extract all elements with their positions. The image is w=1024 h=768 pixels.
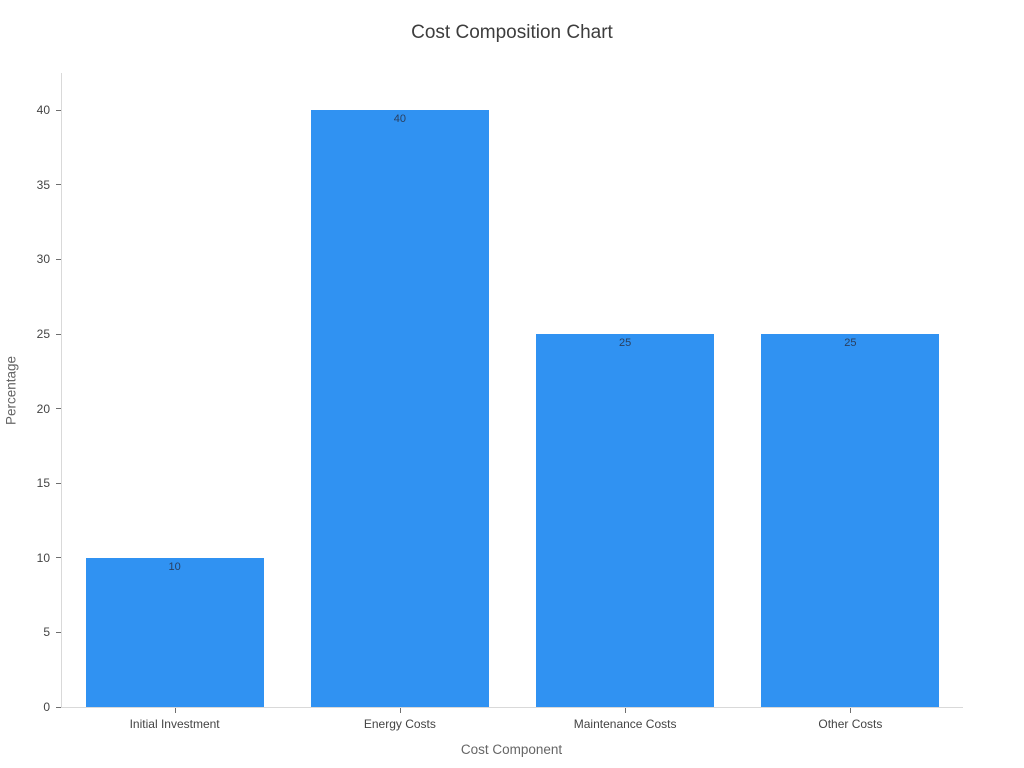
y-axis-tick-mark xyxy=(56,482,61,484)
y-axis-tick-mark xyxy=(56,184,61,186)
x-axis-tick-mark xyxy=(850,708,852,713)
bar-value-label-initial-investment: 10 xyxy=(168,560,181,573)
plot-area: 0 5 10 15 20 25 30 35 40 10 Initial Investment 40 En… xyxy=(37,73,963,731)
bar-energy-costs: 40 xyxy=(310,110,489,707)
x-axis-tick-mark xyxy=(174,708,176,713)
y-axis-tick-mark xyxy=(56,706,61,708)
y-axis-tick-mark xyxy=(56,333,61,335)
y-axis-tick-label: 30 xyxy=(36,252,50,267)
y-axis-tick-label: 40 xyxy=(36,103,50,118)
bar-initial-investment: 10 xyxy=(85,557,264,707)
y-axis-title: Percentage xyxy=(3,355,19,425)
chart-title: Cost Composition Chart xyxy=(411,22,613,43)
y-axis-tick-mark xyxy=(56,258,61,260)
y-axis-tick-label: 15 xyxy=(36,476,50,491)
y-axis-tick-label: 5 xyxy=(43,625,50,640)
y-axis-tick-label: 0 xyxy=(43,700,50,714)
y-axis-tick-mark xyxy=(56,557,61,559)
y-axis-tick-mark xyxy=(56,109,61,111)
x-axis-tick-label-other-costs: Other Costs xyxy=(818,717,883,731)
x-axis-title: Cost Component xyxy=(460,742,563,757)
x-axis-tick-mark xyxy=(625,708,627,713)
bar-other-costs: 25 xyxy=(761,334,940,707)
bar-value-label-maintenance-costs: 25 xyxy=(618,337,632,350)
x-axis-tick-label-maintenance-costs: Maintenance Costs xyxy=(573,717,677,731)
y-axis-tick-label: 35 xyxy=(36,177,50,192)
bar-value-label-energy-costs: 40 xyxy=(393,113,406,126)
bar-maintenance-costs: 25 xyxy=(536,334,715,707)
bar-value-label-other-costs: 25 xyxy=(844,337,857,350)
y-axis-tick-label: 20 xyxy=(36,401,50,416)
y-axis-tick-label: 10 xyxy=(36,550,50,565)
x-axis-tick-label-energy-costs: Energy Costs xyxy=(363,717,436,731)
y-axis-tick-mark xyxy=(56,408,61,410)
x-axis-tick-label-initial-investment: Initial Investment xyxy=(129,717,220,731)
x-axis-tick-mark xyxy=(399,708,401,713)
y-axis-tick-mark xyxy=(56,631,61,633)
y-axis-tick-label: 25 xyxy=(36,327,50,342)
